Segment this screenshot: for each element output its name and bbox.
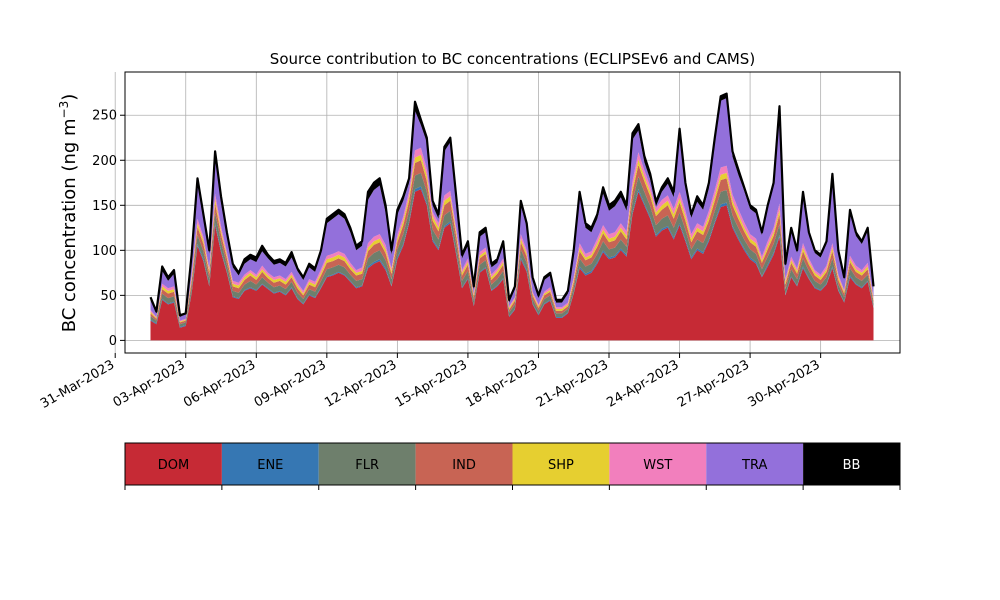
y-axis-label: BC concentration (ng m−3) (57, 94, 80, 333)
area-dom (150, 189, 874, 341)
axes-frame (124, 71, 901, 354)
legend-swatch-flr (318, 443, 416, 485)
legend-colorbar: DOM ENE FLR IND SHP WST TRA BB (124, 442, 901, 490)
legend-label-ind: IND (452, 458, 476, 473)
legend-swatch-dom (125, 443, 222, 485)
y-axis-label-sup: −3 (57, 101, 71, 119)
y-axis-label-main: BC concentration (ng m (59, 118, 80, 332)
legend-label-tra: TRA (741, 458, 767, 473)
legend-swatch-bb (803, 443, 900, 485)
legend-swatch-tra (706, 443, 804, 485)
y-axis-label-text: BC concentration (ng m−3) (57, 94, 80, 333)
y-tick-label: 100 (92, 244, 117, 259)
legend-swatch-shp (512, 443, 610, 485)
chart-title: Source contribution to BC concentrations… (270, 50, 755, 68)
legend-label-wst: WST (643, 458, 672, 473)
legend-label-bb: BB (843, 458, 861, 473)
y-tick-label: 200 (92, 154, 117, 169)
y-axis-label-close: ) (59, 94, 80, 101)
y-tick-label: 50 (100, 289, 117, 304)
y-tick-label: 250 (92, 109, 117, 124)
legend-swatch-wst (609, 443, 707, 485)
legend-label-ene: ENE (257, 458, 283, 473)
legend-swatch-ene (221, 443, 319, 485)
total-line (149, 92, 875, 317)
y-tick-label: 0 (109, 334, 117, 349)
legend-swatch-ind (415, 443, 513, 485)
legend-label-shp: SHP (548, 458, 574, 473)
legend-label-dom: DOM (158, 458, 189, 473)
legend-label-flr: FLR (355, 458, 379, 473)
stacked-areas (149, 92, 875, 341)
y-tick-label: 150 (92, 199, 117, 214)
